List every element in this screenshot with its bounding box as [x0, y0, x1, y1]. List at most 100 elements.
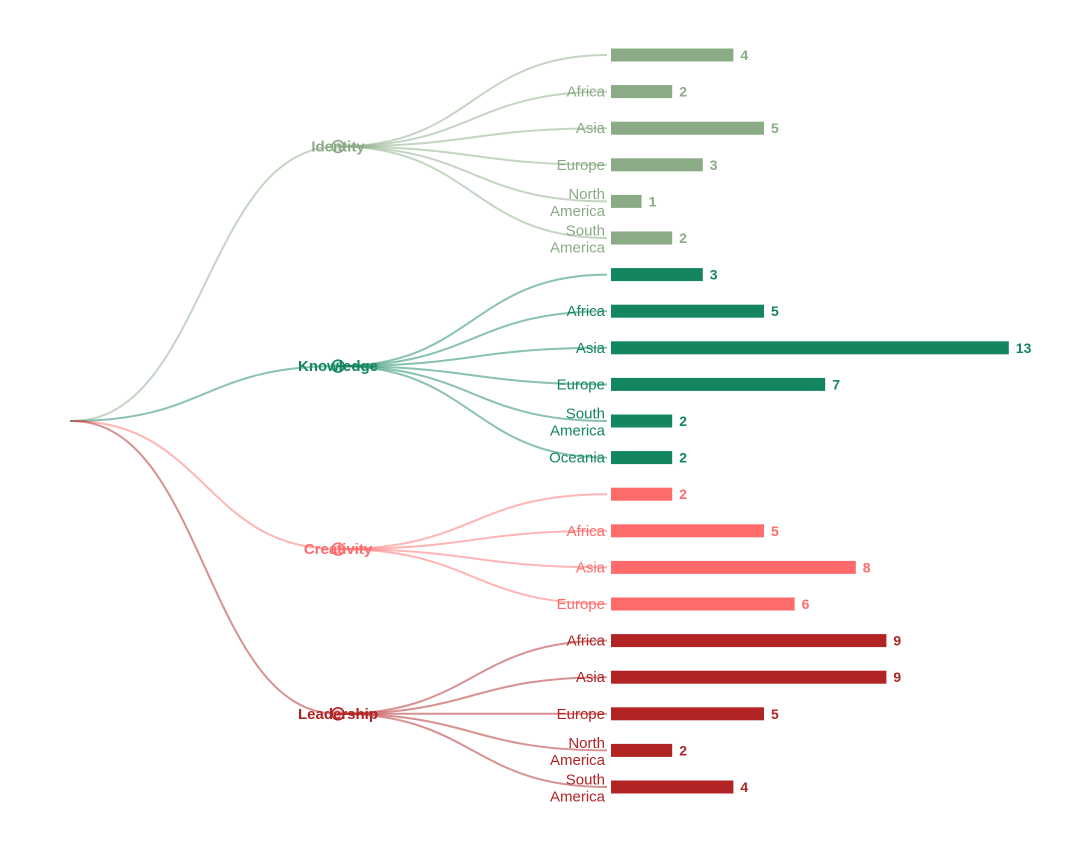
leaf-label-0-1: Africa	[567, 84, 606, 101]
value-label-3-0: 9	[893, 633, 901, 649]
value-label-1-1: 5	[771, 303, 779, 319]
leaf-link-1-1	[337, 310, 608, 368]
value-label-0-0: 4	[740, 47, 748, 63]
bar-3-2	[611, 707, 764, 721]
bar-0-5	[611, 231, 673, 245]
leaf-link-0-5	[337, 145, 608, 239]
leaf-link-2-2	[337, 548, 608, 569]
value-label-1-5: 2	[679, 450, 687, 466]
bar-1-1	[611, 304, 764, 318]
leaf-link-2-3	[337, 548, 608, 605]
category-node-3	[331, 707, 345, 721]
leaf-label-3-4: South America	[550, 772, 606, 806]
leaf-label-0-3: Europe	[557, 157, 605, 174]
bar-3-0	[611, 634, 887, 648]
bar-2-2	[611, 560, 856, 574]
leaf-link-0-3	[337, 145, 608, 166]
leaf-link-1-0	[337, 273, 608, 368]
leaf-label-2-1: Africa	[567, 523, 606, 540]
category-node-0	[331, 139, 345, 154]
leaf-link-1-2	[337, 346, 608, 368]
node-layer	[331, 139, 345, 721]
link-layer	[70, 54, 608, 788]
bar-0-2	[611, 121, 764, 135]
leaf-label-line: America	[550, 789, 606, 806]
value-label-0-1: 2	[679, 84, 687, 100]
leaf-label-line: North	[568, 186, 605, 203]
value-label-2-3: 6	[802, 596, 810, 612]
leaf-label-line: South	[566, 406, 605, 423]
value-label-0-3: 3	[710, 157, 718, 173]
leaf-link-0-4	[337, 145, 608, 203]
leaf-link-1-3	[337, 365, 608, 386]
value-label-3-4: 4	[740, 779, 748, 795]
leaf-link-2-1	[337, 529, 608, 551]
leaf-label-2-2: Asia	[576, 559, 606, 576]
bar-1-2	[611, 341, 1009, 355]
category-label-2: Creativity	[304, 541, 373, 558]
bar-0-3	[611, 158, 703, 172]
leaf-label-0-5: South America	[550, 223, 606, 257]
leaf-label-line: South	[566, 772, 605, 789]
leaf-link-3-4	[337, 712, 608, 788]
root-link-3	[71, 420, 339, 715]
bar-1-0	[611, 268, 703, 282]
bar-layer	[611, 48, 1009, 794]
leaf-link-2-0	[337, 493, 608, 551]
value-label-3-2: 5	[771, 706, 779, 722]
leaf-label-3-3: North America	[550, 735, 606, 769]
root-link-1	[71, 365, 339, 422]
leaf-label-2-3: Europe	[557, 596, 605, 613]
leaf-label-1-2: Asia	[576, 340, 606, 357]
category-label-3: Leadership	[298, 706, 378, 723]
leaf-label-1-3: Europe	[557, 376, 605, 393]
bar-3-4	[611, 780, 734, 794]
leaf-label-3-1: Asia	[576, 669, 606, 686]
bar-1-3	[611, 377, 826, 391]
value-label-3-1: 9	[893, 669, 901, 685]
leaf-label-1-5: Oceania	[549, 450, 606, 467]
leaf-label-0-2: Asia	[576, 120, 606, 137]
bar-2-3	[611, 597, 795, 611]
leaf-label-line: South	[566, 223, 605, 240]
leaf-label-3-2: Europe	[557, 706, 605, 723]
value-label-2-1: 5	[771, 523, 779, 539]
leaf-link-3-3	[337, 712, 608, 752]
value-label-1-0: 3	[710, 267, 718, 283]
value-label-1-3: 7	[832, 376, 840, 392]
leaf-label-line: North	[568, 735, 605, 752]
leaf-link-0-1	[337, 90, 608, 148]
value-label-0-2: 5	[771, 120, 779, 136]
leaf-label-line: America	[550, 240, 606, 257]
leaf-link-1-5	[337, 365, 608, 459]
leaf-label-3-0: Africa	[567, 633, 606, 650]
leaf-label-1-4: South America	[550, 406, 606, 440]
bar-2-0	[611, 487, 673, 501]
category-label-1: Knowledge	[298, 358, 378, 375]
bar-3-3	[611, 743, 673, 757]
value-label-0-4: 1	[649, 193, 657, 209]
leaf-label-line: America	[550, 752, 606, 769]
leaf-label-0-4: North America	[550, 186, 606, 220]
root-link-2	[71, 420, 339, 551]
category-node-1	[331, 359, 345, 373]
value-label-3-3: 2	[679, 742, 687, 758]
leaf-link-1-4	[337, 365, 608, 422]
value-label-0-5: 2	[679, 230, 687, 246]
bar-1-4	[611, 414, 673, 428]
bar-0-4	[611, 194, 642, 208]
leaf-link-0-2	[337, 127, 608, 148]
root-link-0	[71, 145, 339, 422]
leaf-link-3-0	[337, 639, 608, 715]
leaf-link-3-1	[337, 676, 608, 715]
category-node-2	[331, 542, 345, 556]
bar-0-1	[611, 85, 673, 99]
value-label-1-4: 2	[679, 413, 687, 429]
bar-0-0	[611, 48, 734, 62]
leaf-link-0-0	[337, 54, 608, 148]
bar-3-1	[611, 670, 887, 684]
value-label-2-0: 2	[679, 486, 687, 502]
leaf-label-line: America	[550, 203, 606, 220]
